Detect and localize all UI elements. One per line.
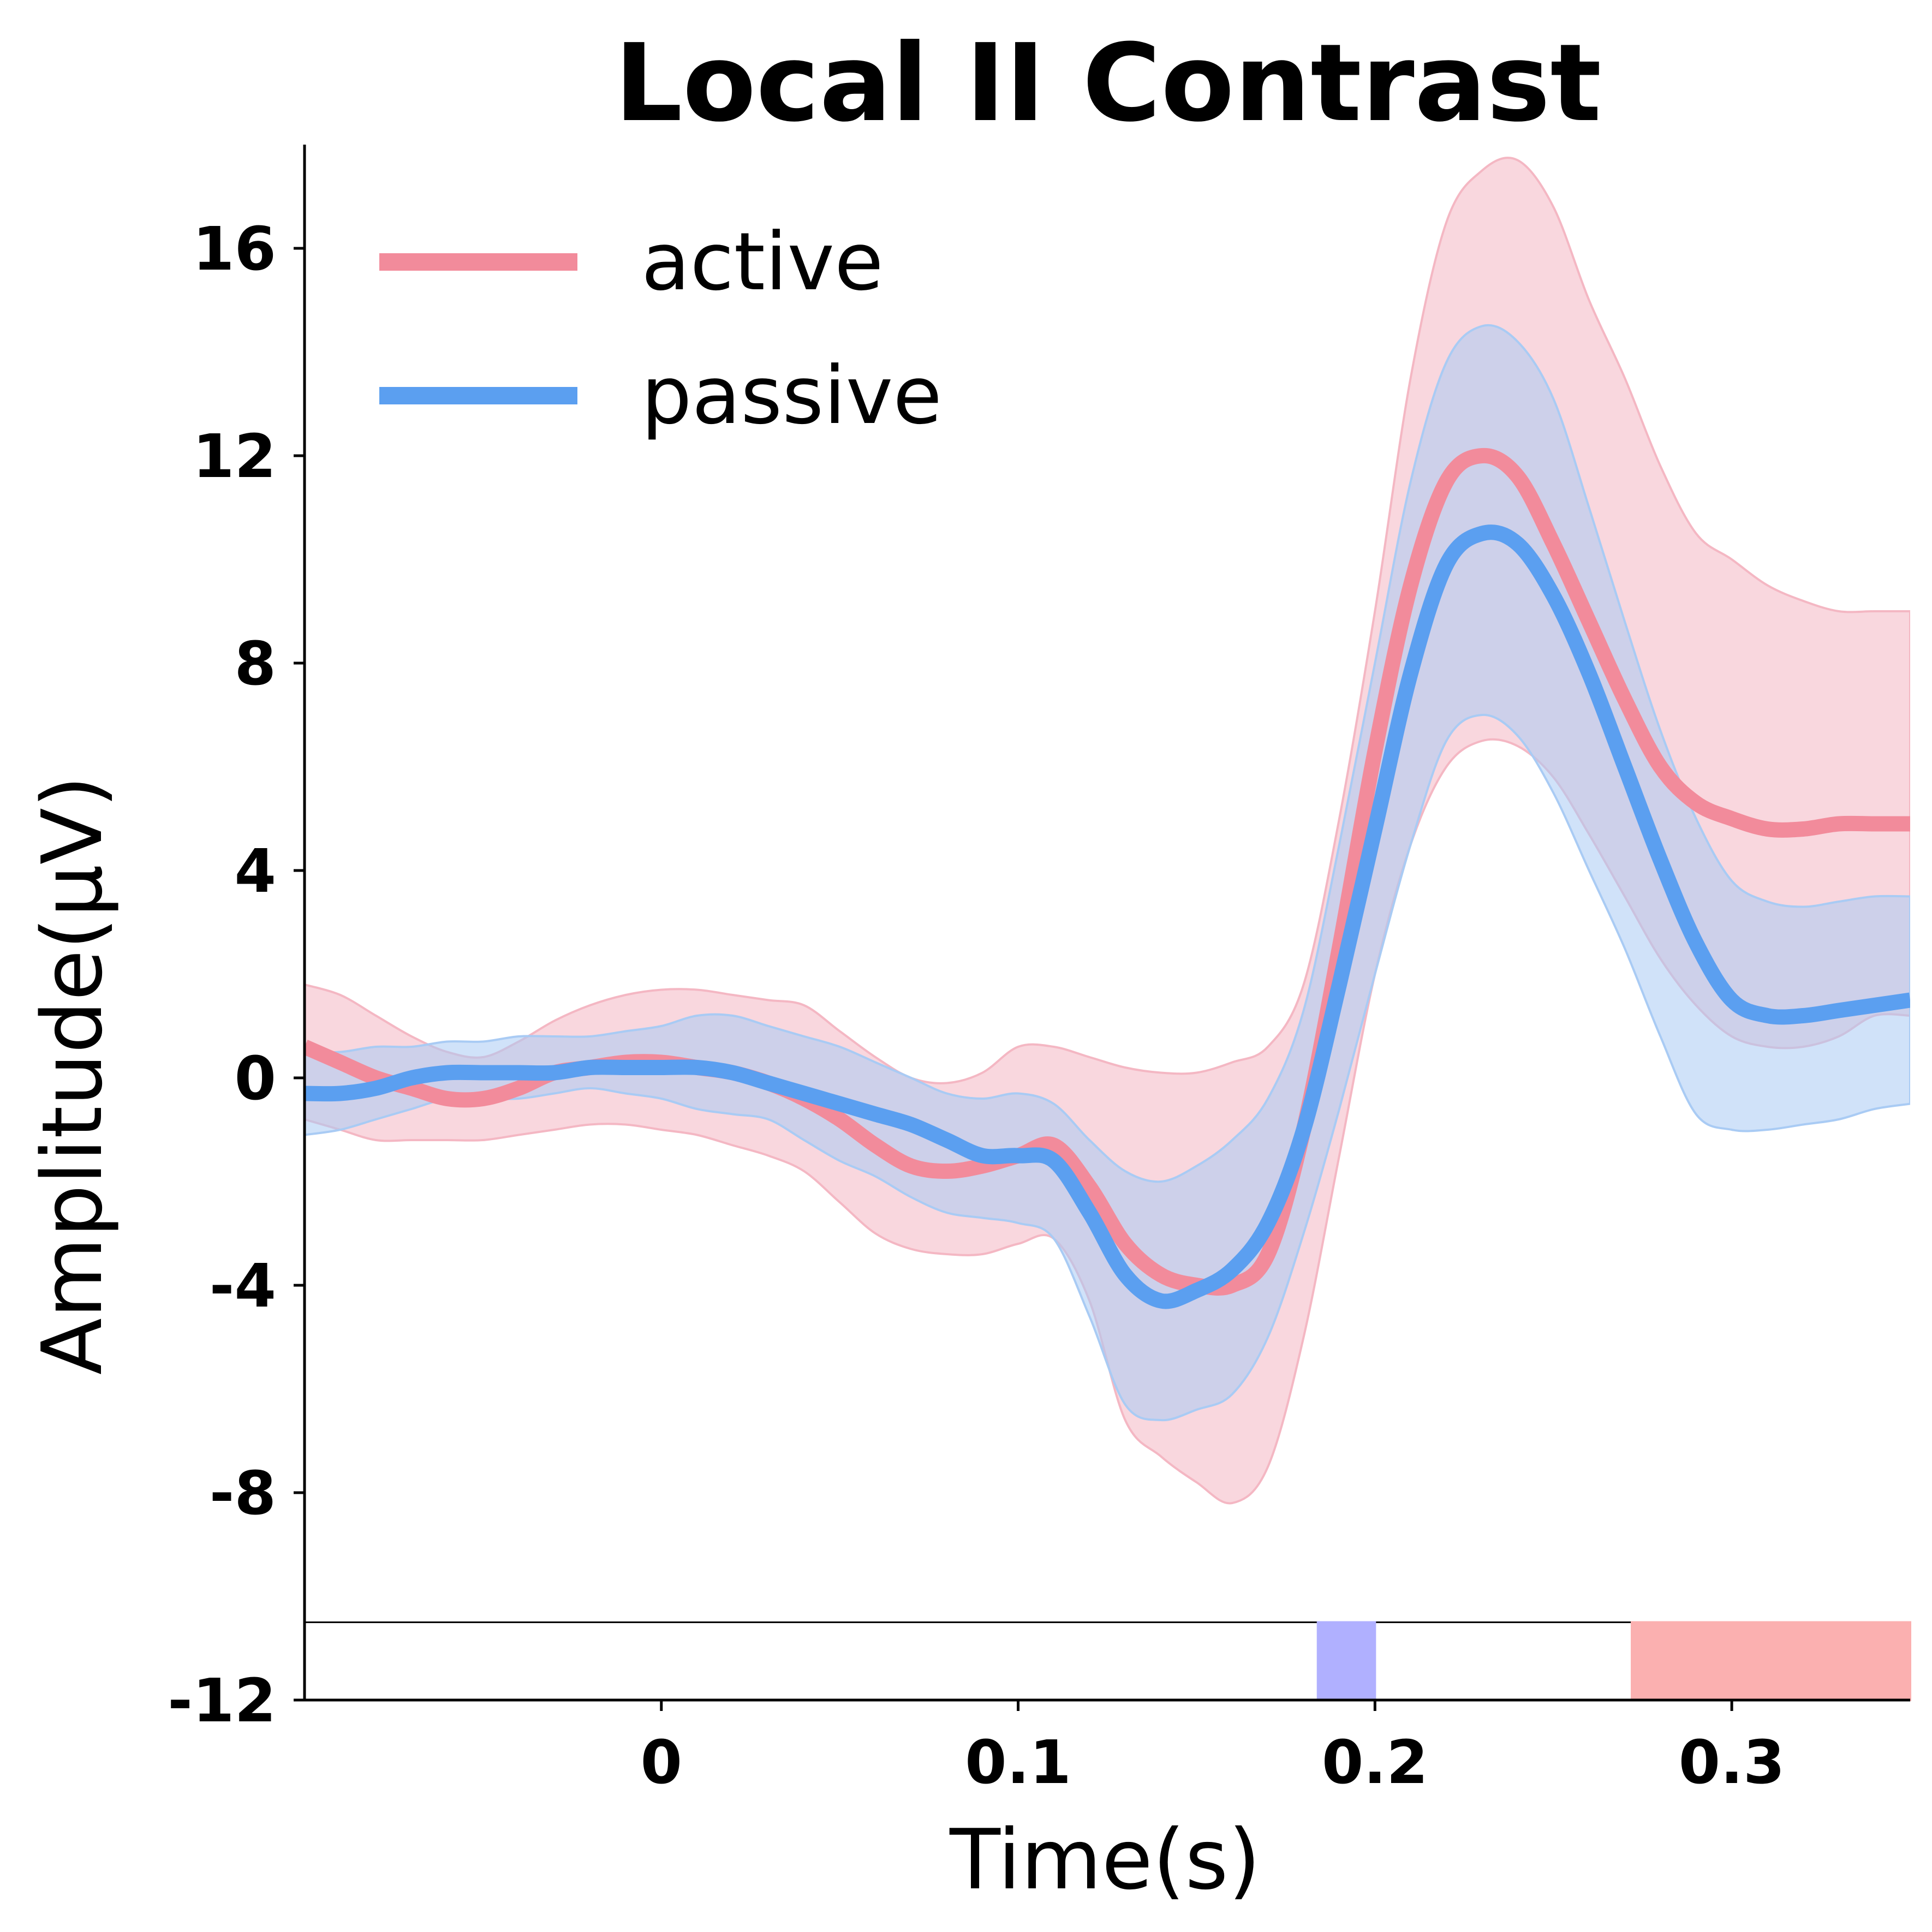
- y-tick-label: 8: [234, 629, 276, 699]
- significance-bar-active: [1631, 1621, 1911, 1701]
- x-tick-label: 0.1: [965, 1727, 1071, 1797]
- y-tick-label: 16: [193, 214, 276, 284]
- plot-content: [305, 157, 1910, 1505]
- y-axis-label: Amplitude(μV): [24, 776, 121, 1375]
- y-tick-label: -8: [210, 1458, 276, 1528]
- y-axis: -12 -8 -4 0 4 8 12 16: [168, 145, 306, 1736]
- line-passive: [305, 524, 1910, 1309]
- legend-label-active: active: [641, 216, 884, 308]
- significance-bar-passive: [1316, 1621, 1376, 1701]
- x-axis: 0 0.1 0.2 0.3: [305, 1698, 1910, 1797]
- x-tick-label: 0: [641, 1727, 683, 1797]
- y-tick-label: 12: [193, 421, 276, 491]
- x-tick-label: 0.3: [1679, 1727, 1785, 1797]
- x-tick-label: 0.2: [1322, 1727, 1428, 1797]
- y-tick-label: 0: [234, 1043, 276, 1113]
- legend: active passive: [379, 216, 942, 442]
- chart-title: Local II Contrast: [615, 21, 1602, 146]
- y-tick-label: -12: [168, 1666, 276, 1736]
- x-axis-label: Time(s): [949, 1811, 1261, 1908]
- y-tick-label: 4: [234, 836, 276, 906]
- y-tick-label: -4: [210, 1251, 276, 1321]
- band-passive: [305, 324, 1910, 1422]
- legend-label-passive: passive: [641, 349, 942, 442]
- plot-area: [305, 157, 1911, 1701]
